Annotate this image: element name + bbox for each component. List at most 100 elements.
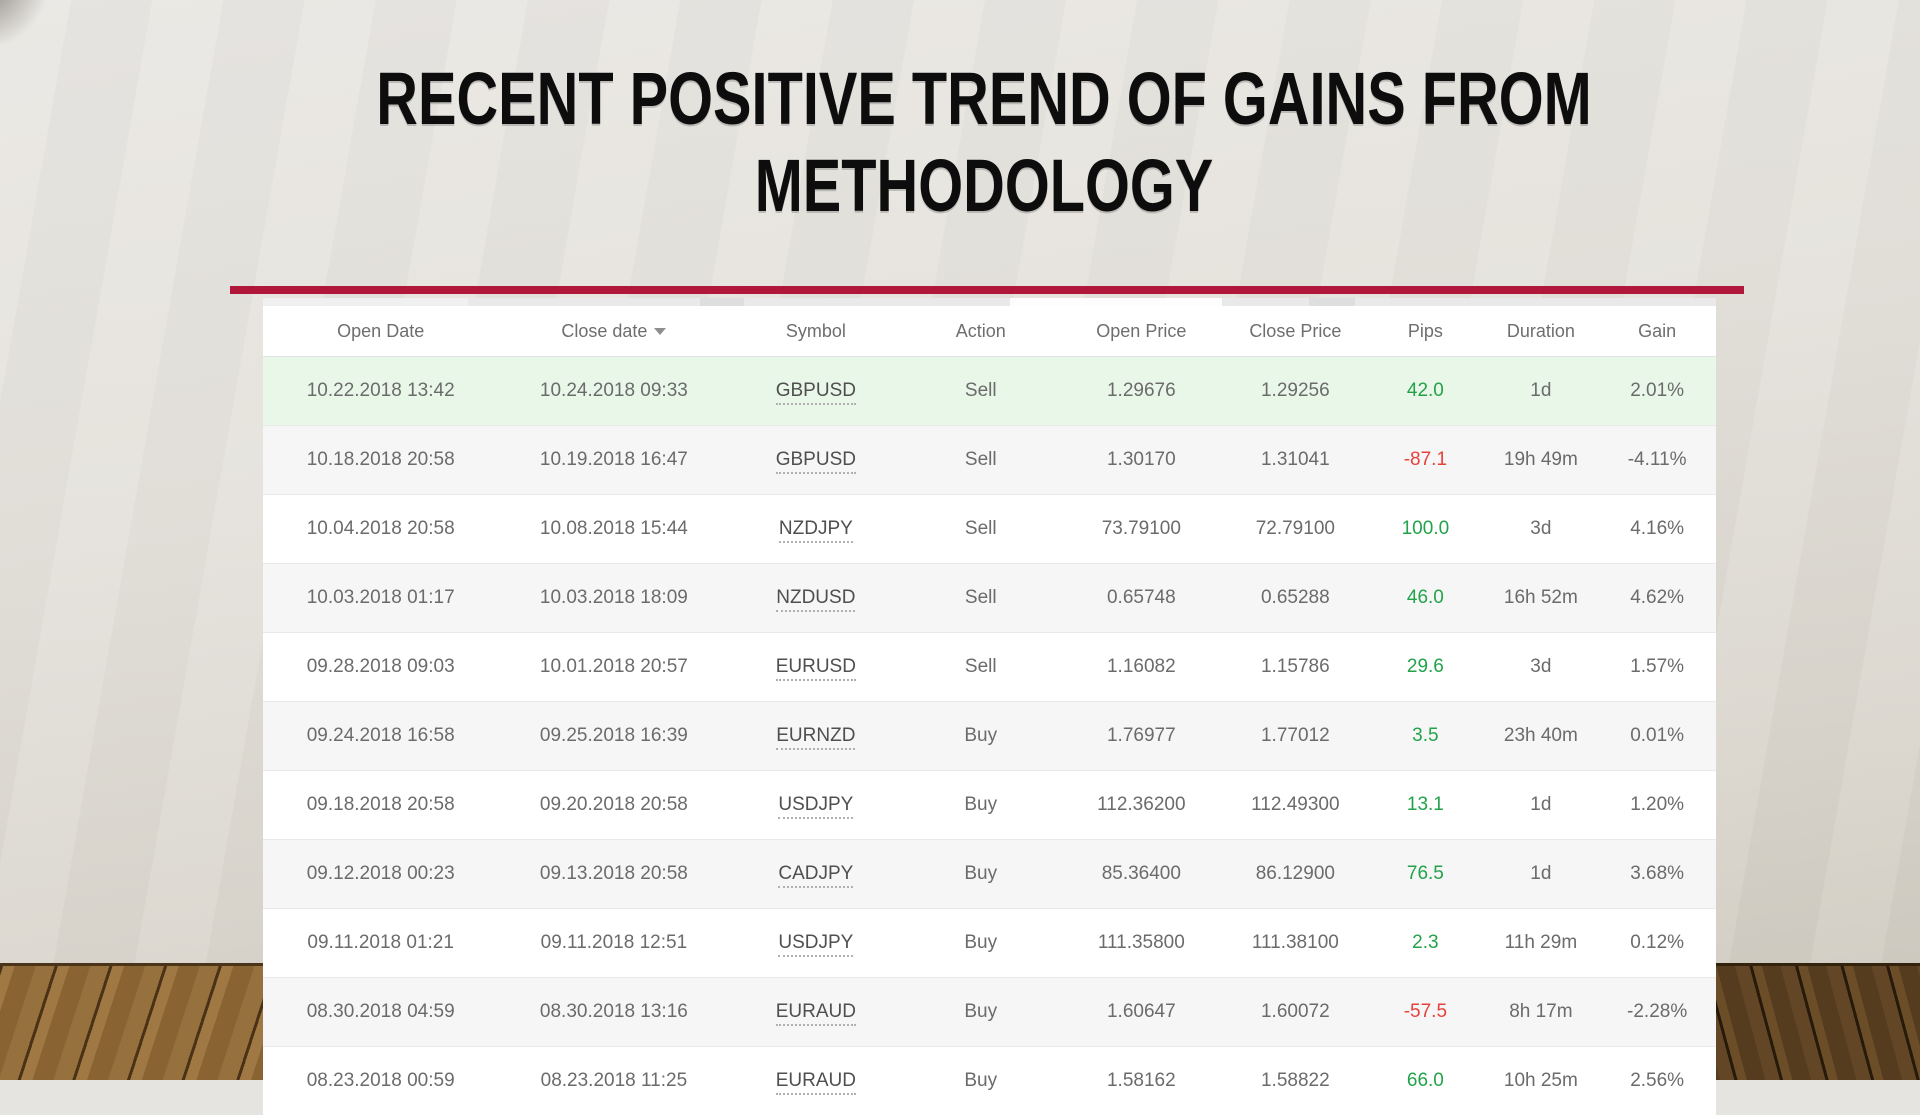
table-top-edge [263,298,1716,306]
column-header-pips[interactable]: Pips [1367,306,1483,357]
symbol-link[interactable]: EURNZD [776,725,855,750]
symbol-link[interactable]: EURUSD [776,656,856,681]
cell-duration: 23h 40m [1483,702,1598,771]
cell-action: Buy [902,840,1059,909]
cell-open-date: 09.18.2018 20:58 [263,771,498,840]
cell-open-price: 0.65748 [1059,564,1223,633]
column-header-close-price[interactable]: Close Price [1223,306,1367,357]
cell-gain: 2.01% [1598,357,1716,426]
cell-close-price: 112.49300 [1223,771,1367,840]
cell-open-price: 1.29676 [1059,357,1223,426]
symbol-link[interactable]: EURAUD [776,1070,856,1095]
cell-pips: 46.0 [1367,564,1483,633]
cell-open-date: 09.24.2018 16:58 [263,702,498,771]
cell-action: Buy [902,702,1059,771]
symbol-link[interactable]: USDJPY [778,932,853,957]
cell-close-price: 72.79100 [1223,495,1367,564]
cell-close-date: 09.20.2018 20:58 [498,771,729,840]
cell-duration: 8h 17m [1483,978,1598,1047]
cell-symbol: USDJPY [729,909,902,978]
cell-open-date: 10.22.2018 13:42 [263,357,498,426]
cell-close-price: 1.60072 [1223,978,1367,1047]
cell-open-date: 09.12.2018 00:23 [263,840,498,909]
cell-close-date: 08.23.2018 11:25 [498,1047,729,1115]
column-header-close-date[interactable]: Close date [498,306,729,357]
column-header-label: Action [956,321,1006,341]
cell-duration: 1d [1483,357,1598,426]
cell-symbol: EURAUD [729,978,902,1047]
cell-close-date: 10.03.2018 18:09 [498,564,729,633]
cell-open-date: 09.11.2018 01:21 [263,909,498,978]
symbol-link[interactable]: GBPUSD [776,449,856,474]
column-header-label: Gain [1638,321,1676,341]
cell-duration: 11h 29m [1483,909,1598,978]
cell-gain: 0.01% [1598,702,1716,771]
cell-open-date: 08.30.2018 04:59 [263,978,498,1047]
cell-action: Sell [902,426,1059,495]
symbol-link[interactable]: GBPUSD [776,380,856,405]
cell-close-price: 111.38100 [1223,909,1367,978]
cell-duration: 1d [1483,771,1598,840]
cell-open-date: 08.23.2018 00:59 [263,1047,498,1115]
cell-open-price: 85.36400 [1059,840,1223,909]
cell-action: Sell [902,564,1059,633]
symbol-link[interactable]: NZDUSD [776,587,855,612]
cell-pips: 13.1 [1367,771,1483,840]
cell-duration: 3d [1483,633,1598,702]
cell-pips: 42.0 [1367,357,1483,426]
cell-gain: 4.16% [1598,495,1716,564]
cell-gain: 0.12% [1598,909,1716,978]
cell-open-price: 1.16082 [1059,633,1223,702]
slide-title-line1: RECENT POSITIVE TREND OF GAINS FROM [376,57,1591,140]
cell-symbol: GBPUSD [729,357,902,426]
cell-duration: 1d [1483,840,1598,909]
cell-duration: 3d [1483,495,1598,564]
column-header-open-date[interactable]: Open Date [263,306,498,357]
column-header-open-price[interactable]: Open Price [1059,306,1223,357]
cell-close-date: 09.11.2018 12:51 [498,909,729,978]
column-header-label: Symbol [786,321,846,341]
column-header-label: Open Price [1096,321,1186,341]
column-header-label: Close date [561,321,647,341]
table-header-row: Open Date Close date Symbol Action Open Pric… [263,306,1716,357]
cell-pips: 2.3 [1367,909,1483,978]
symbol-link[interactable]: EURAUD [776,1001,856,1026]
cell-gain: 1.57% [1598,633,1716,702]
cell-symbol: EURUSD [729,633,902,702]
cell-symbol: EURNZD [729,702,902,771]
cell-pips: 76.5 [1367,840,1483,909]
cell-symbol: NZDJPY [729,495,902,564]
cell-open-price: 1.58162 [1059,1047,1223,1115]
symbol-link[interactable]: USDJPY [778,794,853,819]
cell-action: Sell [902,357,1059,426]
column-header-action[interactable]: Action [902,306,1059,357]
cell-close-date: 09.25.2018 16:39 [498,702,729,771]
cell-close-price: 1.31041 [1223,426,1367,495]
cell-pips: -87.1 [1367,426,1483,495]
cell-gain: 2.56% [1598,1047,1716,1115]
table-top-edge-patch [1309,298,1355,306]
column-header-symbol[interactable]: Symbol [729,306,902,357]
symbol-link[interactable]: NZDJPY [779,518,853,543]
column-header-label: Duration [1507,321,1575,341]
column-header-gain[interactable]: Gain [1598,306,1716,357]
cell-gain: 4.62% [1598,564,1716,633]
symbol-link[interactable]: CADJPY [778,863,853,888]
table-top-edge-patch [700,298,744,306]
column-header-duration[interactable]: Duration [1483,306,1598,357]
cell-action: Buy [902,1047,1059,1115]
cell-close-date: 10.08.2018 15:44 [498,495,729,564]
cell-open-date: 10.04.2018 20:58 [263,495,498,564]
